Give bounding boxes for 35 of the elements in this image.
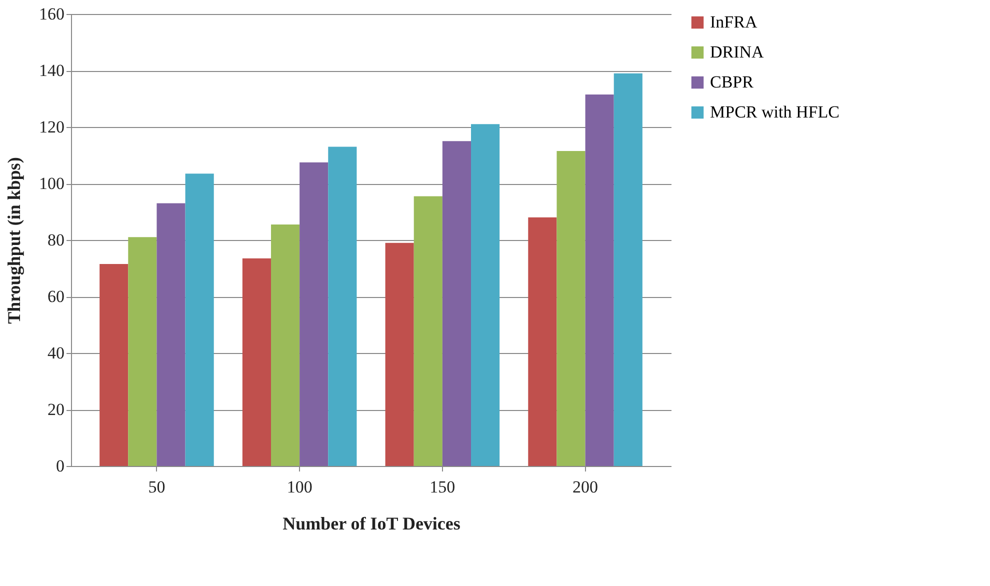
legend-label: InFRA [710,12,758,32]
x-tick-label: 200 [572,478,598,496]
y-tick-label: 60 [48,287,64,306]
y-tick-label: 100 [39,174,64,193]
bar [128,237,157,466]
y-tick-label: 120 [39,118,64,136]
bar [528,217,557,466]
bar [585,94,614,466]
bar [271,224,300,466]
bar [414,196,442,466]
x-tick-label: 100 [286,478,312,496]
x-tick-label: 50 [148,478,166,496]
bar [300,162,328,466]
bar [614,73,642,466]
bar [471,124,500,466]
bar [100,264,128,466]
y-axis-title: Throughput (in kbps) [4,157,24,324]
legend-label: DRINA [710,42,765,62]
y-tick-label: 20 [48,400,64,419]
x-tick-label: 150 [430,478,456,496]
bar [556,151,586,466]
legend-label: CBPR [710,72,754,92]
y-tick-label: 160 [39,4,64,24]
bar [156,203,186,466]
bar [185,174,214,466]
bar [242,258,271,466]
bar [328,146,357,466]
y-tick-label: 140 [39,61,64,80]
y-tick-label: 40 [48,344,64,362]
x-axis-title: Number of IoT Devices [282,514,460,534]
bar [385,242,414,466]
y-tick-label: 80 [48,230,64,250]
legend-label: MPCR with HFLC [710,102,840,122]
bar [442,141,471,466]
y-tick-label: 0 [56,456,64,476]
